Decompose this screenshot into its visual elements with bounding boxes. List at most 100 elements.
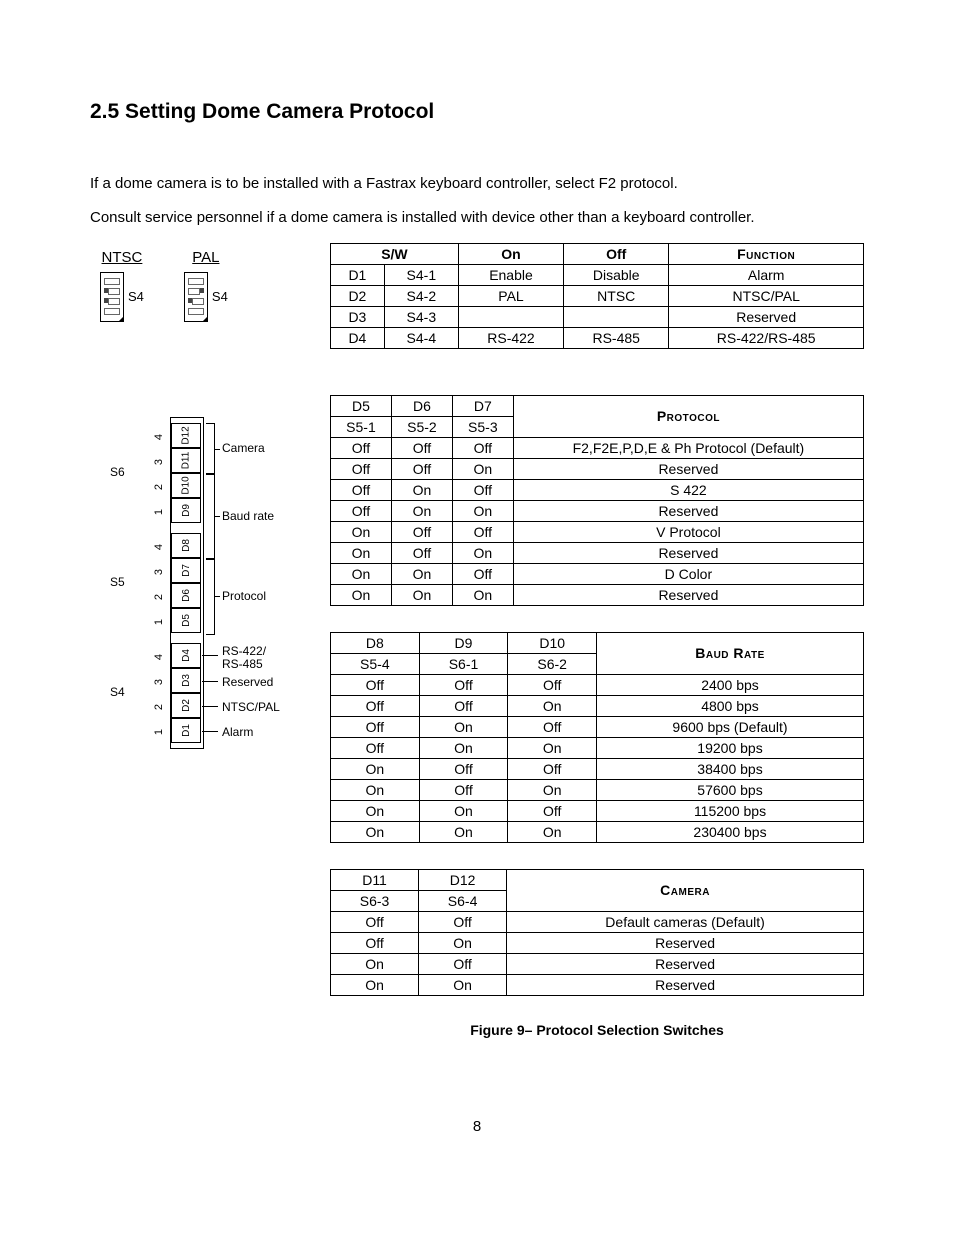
rlab-camera: Camera — [222, 441, 265, 455]
s4-label-2: S4 — [212, 289, 228, 304]
dip-switch-ntsc — [100, 272, 124, 322]
cell: Reserved — [513, 542, 863, 563]
cell: D5 — [331, 395, 392, 416]
rownum: 4 — [153, 653, 165, 659]
cell: S6-1 — [419, 653, 508, 674]
cell: S5-3 — [452, 416, 513, 437]
cell: D3 — [331, 306, 385, 327]
cell: D8 — [331, 632, 420, 653]
cell: RS-422/RS-485 — [669, 327, 864, 348]
cell: Off — [452, 521, 513, 542]
cell: On — [452, 500, 513, 521]
cell: S5-1 — [331, 416, 392, 437]
cell: On — [331, 821, 420, 842]
cell: D1 — [180, 724, 191, 737]
dip-switch-pal — [184, 272, 208, 322]
rownum: 3 — [153, 568, 165, 574]
cell: Off — [419, 674, 508, 695]
cell: F2,F2E,P,D,E & Ph Protocol (Default) — [513, 437, 863, 458]
s4-label: S4 — [128, 289, 144, 304]
cell: D2 — [331, 285, 385, 306]
cell: Off — [391, 542, 452, 563]
cell: Reserved — [669, 306, 864, 327]
figure-caption: Figure 9– Protocol Selection Switches — [330, 1022, 864, 1038]
cell: NTSC/PAL — [669, 285, 864, 306]
cell: D12 — [180, 426, 191, 444]
cell: D4 — [331, 327, 385, 348]
cell: Off — [452, 437, 513, 458]
cell: D Color — [513, 563, 863, 584]
rlab-protocol: Protocol — [222, 589, 266, 603]
rownum: 1 — [153, 618, 165, 624]
cell: S6-2 — [508, 653, 597, 674]
cell: Off — [419, 695, 508, 716]
table-baud-rate: D8 D9 D10 Baud Rate S5-4 S6-1 S6-2 OffOf… — [330, 632, 864, 843]
rownum: 2 — [153, 483, 165, 489]
cell: Off — [331, 695, 420, 716]
th-sw: S/W — [331, 243, 459, 264]
cell: D10 — [508, 632, 597, 653]
cell: On — [331, 953, 419, 974]
cell: S6-4 — [419, 890, 507, 911]
cell: On — [419, 737, 508, 758]
cell: Off — [419, 911, 507, 932]
cell: Off — [331, 458, 392, 479]
cell: 230400 bps — [597, 821, 864, 842]
cell: On — [419, 800, 508, 821]
cell: RS-485 — [564, 327, 669, 348]
cell: S5-2 — [391, 416, 452, 437]
cell: On — [419, 821, 508, 842]
cell: 19200 bps — [597, 737, 864, 758]
ntsc-pal-diagram: NTSC S4 PAL — [100, 249, 330, 322]
cell: On — [508, 695, 597, 716]
cell: On — [391, 584, 452, 605]
cell: Off — [391, 521, 452, 542]
cell: Reserved — [513, 458, 863, 479]
cell: On — [331, 779, 420, 800]
cell: Off — [508, 758, 597, 779]
cell: Off — [452, 563, 513, 584]
cell: Reserved — [513, 584, 863, 605]
cell: On — [508, 779, 597, 800]
intro-para-1: If a dome camera is to be installed with… — [90, 174, 864, 194]
cell: Off — [331, 911, 419, 932]
cell: D3 — [180, 674, 191, 687]
th-function: Function — [669, 243, 864, 264]
cell: On — [452, 584, 513, 605]
cell: On — [391, 563, 452, 584]
cell: On — [331, 542, 392, 563]
cell: Off — [419, 779, 508, 800]
cell: On — [391, 500, 452, 521]
cell: Off — [331, 479, 392, 500]
ntsc-label: NTSC — [100, 249, 144, 266]
cell: Off — [452, 479, 513, 500]
cell: Off — [331, 437, 392, 458]
cell: Alarm — [669, 264, 864, 285]
cell: Reserved — [507, 953, 864, 974]
cell: 4800 bps — [597, 695, 864, 716]
table-sw-function: S/W On Off Function D1S4-1EnableDisableA… — [330, 243, 864, 349]
rownum: 4 — [153, 543, 165, 549]
cell: On — [331, 974, 419, 995]
cell: D9 — [419, 632, 508, 653]
cell: Off — [331, 674, 420, 695]
rlab-alarm: Alarm — [222, 725, 253, 739]
cell: Off — [419, 758, 508, 779]
cell: Reserved — [507, 932, 864, 953]
cell: Off — [391, 437, 452, 458]
cell: Off — [391, 458, 452, 479]
cell: D8 — [180, 539, 191, 552]
cell: D1 — [331, 264, 385, 285]
cell: D4 — [180, 649, 191, 662]
cell: D6 — [180, 589, 191, 602]
pal-label: PAL — [184, 249, 228, 266]
cell: Off — [508, 674, 597, 695]
cell — [458, 306, 563, 327]
rlab-reserved: Reserved — [222, 675, 273, 689]
cell: S4-1 — [384, 264, 458, 285]
table-camera: D11 D12 Camera S6-3 S6-4 OffOffDefault c… — [330, 869, 864, 996]
rownum: 1 — [153, 508, 165, 514]
cell: D7 — [452, 395, 513, 416]
cell: S 422 — [513, 479, 863, 500]
section-heading: 2.5 Setting Dome Camera Protocol — [90, 100, 864, 124]
